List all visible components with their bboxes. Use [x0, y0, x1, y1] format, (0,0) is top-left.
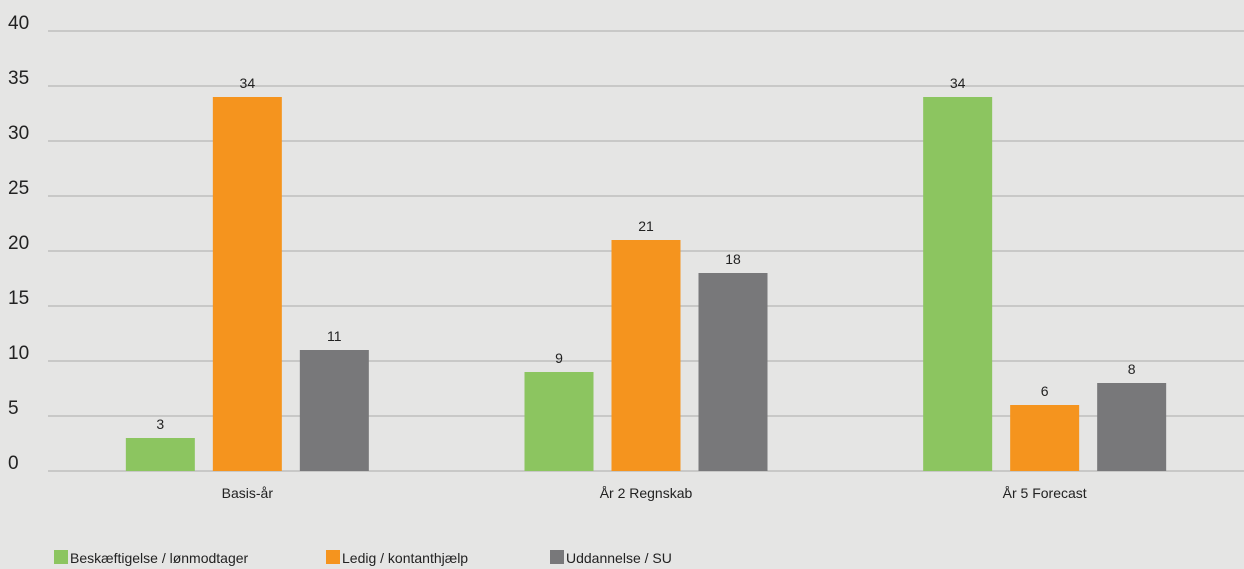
- bar: [1010, 405, 1080, 471]
- data-label: 21: [638, 218, 654, 234]
- y-tick-label: 15: [8, 288, 29, 309]
- data-label: 6: [1041, 383, 1049, 399]
- y-tick-label: 25: [8, 178, 29, 199]
- data-label: 11: [327, 328, 342, 344]
- legend-label: Ledig / kontanthjælp: [342, 550, 468, 566]
- bar: [1097, 383, 1167, 471]
- bars: [125, 97, 1167, 471]
- data-label: 8: [1128, 361, 1136, 377]
- y-tick-label: 30: [8, 123, 29, 144]
- data-label: 18: [725, 251, 741, 267]
- bar: [125, 438, 195, 471]
- bar: [923, 97, 993, 471]
- data-label: 9: [555, 350, 563, 366]
- data-labels: 3 34 11 9 21 18 34 6 8: [156, 75, 1135, 432]
- y-axis-ticks: 0 5 10 15 20 25 30 35 40: [8, 13, 29, 474]
- y-tick-label: 5: [8, 398, 19, 419]
- bar: [611, 240, 681, 471]
- x-tick-label: År 2 Regnskab: [600, 485, 693, 501]
- data-label: 3: [156, 416, 164, 432]
- legend-label: Uddannelse / SU: [566, 550, 672, 566]
- y-tick-label: 40: [8, 13, 29, 34]
- y-tick-label: 35: [8, 68, 29, 89]
- bar: [299, 350, 369, 471]
- legend: Beskæftigelse / lønmodtager Ledig / konta…: [54, 550, 672, 566]
- y-tick-label: 10: [8, 343, 29, 364]
- bar: [212, 97, 282, 471]
- y-tick-label: 20: [8, 233, 29, 254]
- data-label: 34: [240, 75, 256, 91]
- y-tick-label: 0: [8, 453, 19, 474]
- legend-swatch: [54, 550, 68, 564]
- legend-item: Beskæftigelse / lønmodtager: [54, 550, 249, 566]
- legend-label: Beskæftigelse / lønmodtager: [70, 550, 249, 566]
- legend-item: Ledig / kontanthjælp: [326, 550, 468, 566]
- x-axis-ticks: Basis-år År 2 Regnskab År 5 Forecast: [222, 485, 1087, 501]
- bar: [698, 273, 768, 471]
- x-tick-label: Basis-år: [222, 485, 274, 501]
- x-tick-label: År 5 Forecast: [1003, 485, 1087, 501]
- bar: [524, 372, 594, 471]
- legend-swatch: [550, 550, 564, 564]
- legend-swatch: [326, 550, 340, 564]
- legend-item: Uddannelse / SU: [550, 550, 672, 566]
- data-label: 34: [950, 75, 966, 91]
